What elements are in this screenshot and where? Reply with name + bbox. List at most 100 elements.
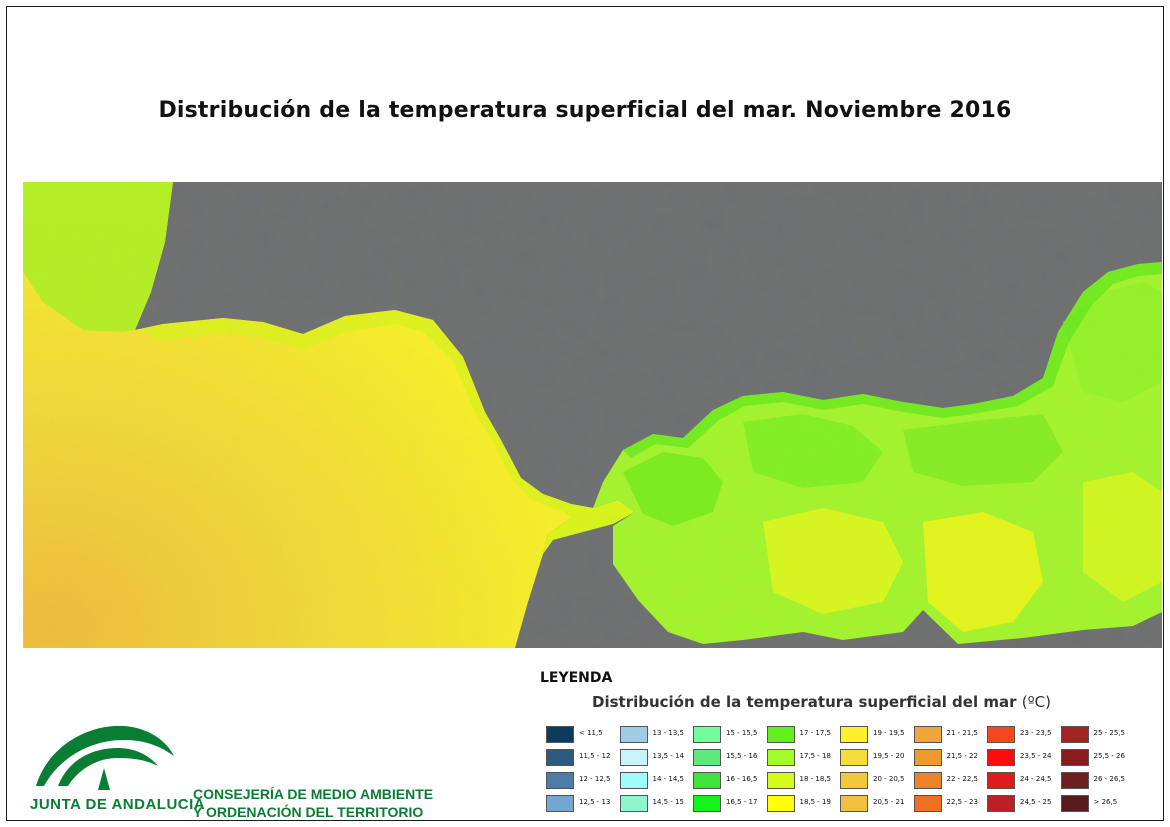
legend-item: 20,5 - 21 <box>840 795 910 813</box>
legend-swatch <box>840 795 868 812</box>
legend-label: 11,5 - 12 <box>579 752 611 760</box>
legend-label: 22,5 - 23 <box>946 798 978 806</box>
legend-label: 15 - 15,5 <box>726 729 758 737</box>
legend-item: 17,5 - 18 <box>766 749 837 767</box>
legend-swatch <box>693 749 721 766</box>
legend-label: 23,5 - 24 <box>1020 752 1052 760</box>
legend-label: 12,5 - 13 <box>579 798 611 806</box>
legend-item: 25,5 - 26 <box>1060 749 1131 767</box>
map-title: Distribución de la temperatura superfici… <box>158 98 1012 123</box>
legend-item: 14 - 14,5 <box>619 772 690 790</box>
legend-item: 11,5 - 12 <box>546 749 616 767</box>
legend-label: 25 - 25,5 <box>1093 729 1125 737</box>
legend-item: 23 - 23,5 <box>987 726 1057 744</box>
legend-swatch <box>840 772 868 789</box>
legend-item: 18,5 - 19 <box>766 795 837 813</box>
legend-item: 25 - 25,5 <box>1060 726 1131 744</box>
legend-label: 24 - 24,5 <box>1020 775 1052 783</box>
legend-swatch <box>1060 749 1089 766</box>
legend-swatch <box>619 795 648 812</box>
legend-item: 18 - 18,5 <box>766 772 837 790</box>
legend-swatch <box>546 726 574 743</box>
legend-label: 25,5 - 26 <box>1093 752 1125 760</box>
legend-swatch <box>913 772 942 789</box>
legend-item: 24,5 - 25 <box>987 795 1057 813</box>
legend-swatch <box>766 772 795 789</box>
legend-swatch <box>987 795 1015 812</box>
legend-label: 17,5 - 18 <box>799 752 831 760</box>
legend-swatch <box>1060 772 1089 789</box>
legend-swatch <box>913 749 942 766</box>
legend-label: 13 - 13,5 <box>652 729 684 737</box>
legend-swatch <box>693 726 721 743</box>
legend-grid: < 11,5 11,5 - 12 12 - 12,5 12,5 - 13 13 - 13… <box>546 726 1136 818</box>
legend-swatch <box>546 772 574 789</box>
legend-swatch <box>987 772 1015 789</box>
legend-swatch <box>840 749 868 766</box>
legend-swatch <box>766 726 795 743</box>
legend-item: > 26,5 <box>1060 795 1131 813</box>
legend-item: 16 - 16,5 <box>693 772 763 790</box>
legend-swatch <box>546 749 574 766</box>
legend-swatch <box>619 726 648 743</box>
org-name: JUNTA DE ANDALUCIA <box>30 796 206 813</box>
legend-item: 22 - 22,5 <box>913 772 984 790</box>
legend-item: 26 - 26,5 <box>1060 772 1131 790</box>
legend-item: 15,5 - 16 <box>693 749 763 767</box>
legend-item: 23,5 - 24 <box>987 749 1057 767</box>
legend-label: 13,5 - 14 <box>652 752 684 760</box>
legend-label: 14,5 - 15 <box>652 798 684 806</box>
legend-item: 16,5 - 17 <box>693 795 763 813</box>
legend-swatch <box>766 795 795 812</box>
legend-label: 21,5 - 22 <box>946 752 978 760</box>
legend-swatch <box>840 726 868 743</box>
map-frame <box>6 6 1164 821</box>
legend-label: < 11,5 <box>579 729 603 737</box>
junta-de-andalucia-logo <box>36 725 174 790</box>
legend-item: 21,5 - 22 <box>913 749 984 767</box>
legend-item: 12 - 12,5 <box>546 772 616 790</box>
legend-item: 13 - 13,5 <box>619 726 690 744</box>
legend-label: 14 - 14,5 <box>652 775 684 783</box>
legend-item: 14,5 - 15 <box>619 795 690 813</box>
legend-swatch <box>693 772 721 789</box>
legend-unit: (ºC) <box>1021 693 1051 711</box>
legend-label: 16 - 16,5 <box>726 775 758 783</box>
legend-swatch <box>766 749 795 766</box>
legend-subtitle-text: Distribución de la temperatura superfici… <box>592 693 1017 711</box>
legend-label: 19,5 - 20 <box>873 752 905 760</box>
legend-label: 21 - 21,5 <box>946 729 978 737</box>
legend-item: 17 - 17,5 <box>766 726 837 744</box>
legend-label: 24,5 - 25 <box>1020 798 1052 806</box>
legend-label: 18 - 18,5 <box>799 775 831 783</box>
sea-temperature-map <box>23 182 1162 648</box>
legend-label: 17 - 17,5 <box>799 729 831 737</box>
legend-subtitle: Distribución de la temperatura superfici… <box>592 693 1051 711</box>
legend-label: 18,5 - 19 <box>799 798 831 806</box>
legend-swatch <box>913 795 942 812</box>
legend-swatch <box>987 749 1015 766</box>
legend-label: 16,5 - 17 <box>726 798 758 806</box>
legend-heading: LEYENDA <box>540 670 613 686</box>
legend-label: > 26,5 <box>1093 798 1118 806</box>
legend-label: 12 - 12,5 <box>579 775 611 783</box>
legend-label: 19 - 19,5 <box>873 729 905 737</box>
legend-item: < 11,5 <box>546 726 616 744</box>
legend-label: 15,5 - 16 <box>726 752 758 760</box>
map-canvas <box>23 182 1162 648</box>
legend-item: 13,5 - 14 <box>619 749 690 767</box>
legend-swatch <box>1060 726 1089 743</box>
legend-swatch <box>619 772 648 789</box>
legend-label: 26 - 26,5 <box>1093 775 1125 783</box>
legend-label: 22 - 22,5 <box>946 775 978 783</box>
legend-item: 12,5 - 13 <box>546 795 616 813</box>
legend-label: 20,5 - 21 <box>873 798 905 806</box>
legend-item: 19 - 19,5 <box>840 726 910 744</box>
legend-label: 20 - 20,5 <box>873 775 905 783</box>
legend-swatch <box>546 795 574 812</box>
legend-item: 21 - 21,5 <box>913 726 984 744</box>
legend-swatch <box>987 726 1015 743</box>
legend-swatch <box>1060 795 1089 812</box>
legend-item: 15 - 15,5 <box>693 726 763 744</box>
legend-swatch <box>693 795 721 812</box>
